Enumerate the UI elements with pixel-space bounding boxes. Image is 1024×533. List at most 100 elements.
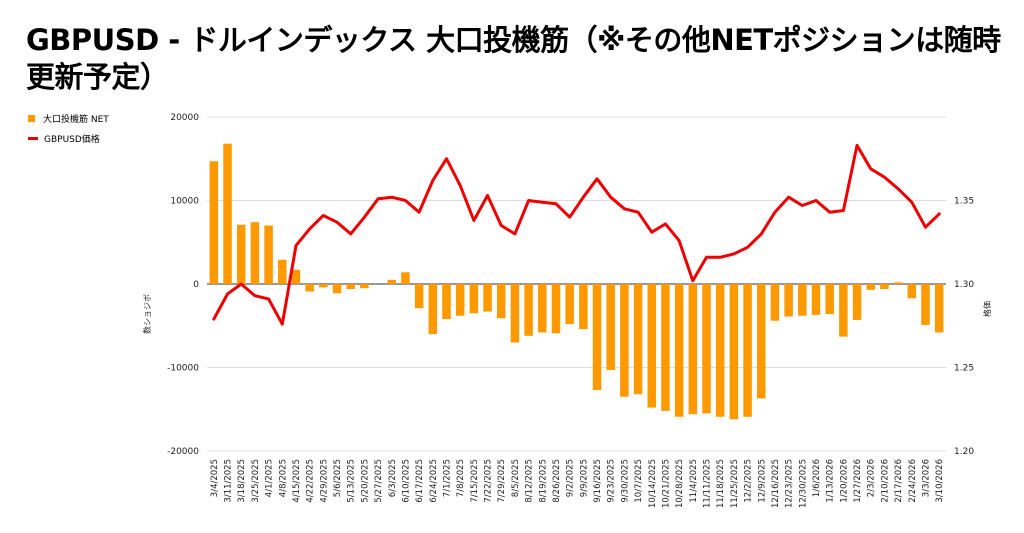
x-tick-label: 10/14/2025 [648,459,658,508]
bar [223,143,232,284]
bar [469,284,479,314]
x-tick-label: 7/22/2025 [484,459,494,503]
y-axis-title: 数ショジボ [142,294,152,334]
bar [332,284,342,294]
x-tick-label: 7/1/2025 [442,459,452,497]
bar [278,259,287,284]
bar [360,284,369,289]
bar [305,284,314,292]
legend-bar-swatch [28,114,35,122]
x-tick-label: 3/11/2025 [224,459,234,503]
bar [661,284,670,411]
x-tick-label: 4/8/2025 [278,459,288,497]
x-tick-label: 4/22/2025 [306,459,316,503]
x-tick-label: 12/16/2025 [771,459,781,508]
x-tick-label: 4/15/2025 [292,459,302,503]
bar [674,284,684,417]
bar [729,284,739,420]
bar [565,284,574,325]
x-tick-label: 12/23/2025 [785,459,795,508]
x-tick-label: 1/13/2026 [826,459,836,503]
x-tick-label: 1/6/2026 [812,459,822,497]
x-tick-label: 1/20/2026 [839,459,849,503]
bar [620,284,629,397]
bar [647,284,657,408]
bar [346,284,355,290]
x-tick-label: 2/10/2026 [880,459,890,503]
bar [743,284,752,417]
x-tick-label: 8/26/2025 [552,459,562,503]
bar [428,284,438,335]
y2-tick-label: 1.25 [954,364,974,374]
x-tick-label: 3/10/2026 [935,459,945,503]
x-tick-label: 9/9/2025 [579,459,589,497]
bar [880,284,889,290]
x-tick-label: 11/18/2025 [716,459,726,508]
x-tick-label: 10/28/2025 [675,459,685,508]
x-tick-label: 9/16/2025 [593,459,603,503]
bar [825,284,834,315]
legend-label-net: 大口投機筋 NET [43,114,109,125]
x-tick-label: 5/13/2025 [347,459,357,503]
y-tick-label: -20000 [167,447,199,457]
bar [633,284,643,395]
legend: 大口投機筋 NET GBPUSD価格 [28,111,109,151]
legend-item-price: GBPUSD価格 [28,131,109,145]
bar [579,284,588,330]
y2-tick-label: 1.30 [954,280,974,290]
x-tick-label: 12/2/2025 [744,459,754,503]
bar [688,284,698,415]
bar [907,284,917,299]
x-tick-label: 6/17/2025 [415,459,425,503]
y2-tick-label: 1.35 [954,197,974,207]
y-tick-label: 0 [193,280,199,290]
bar [893,282,903,284]
bar [921,284,930,325]
x-tick-label: 5/6/2025 [333,459,343,497]
bar [524,284,533,336]
bar [510,284,520,343]
x-tick-label: 1/27/2026 [853,459,863,503]
x-tick-label: 8/5/2025 [511,459,521,497]
bar [496,284,506,319]
bar [483,284,492,312]
y-tick-label: 10000 [170,197,199,207]
x-tick-label: 3/18/2025 [237,459,247,503]
x-tick-label: 7/15/2025 [470,459,480,503]
bar [209,161,219,284]
price-line [212,143,941,326]
bar [236,224,246,284]
x-tick-label: 2/3/2026 [867,459,877,497]
bar [387,279,396,284]
x-tick-label: 9/30/2025 [620,459,630,503]
bar [934,284,944,333]
bar [770,284,780,321]
bar [250,222,260,284]
bar [551,284,561,334]
x-tick-label: 2/17/2026 [894,459,904,503]
x-tick-label: 12/9/2025 [757,459,767,503]
x-tick-label: 5/27/2025 [374,459,384,503]
y2-tick-label: 1.20 [954,447,974,457]
bar [715,284,725,417]
x-tick-label: 7/29/2025 [497,459,507,503]
x-tick-label: 10/21/2025 [661,459,671,508]
bar [866,284,875,290]
bar [538,284,547,333]
chart-title: GBPUSD - ドルインデックス 大口投機筋（※その他NETポジションは随時更… [26,23,1001,94]
x-tick-label: 5/20/2025 [360,459,370,503]
x-tick-label: 3/3/2026 [921,459,931,497]
x-tick-label: 6/3/2025 [388,459,398,497]
x-tick-label: 4/1/2025 [265,459,275,497]
x-tick-label: 9/23/2025 [607,459,617,503]
bar [442,284,451,320]
x-tick-label: 11/11/2025 [703,459,713,508]
x-tick-label: 10/7/2025 [634,459,644,503]
x-tick-label: 3/25/2025 [251,459,261,503]
y-tick-label: -10000 [167,364,199,374]
y2-axis-title: 格価 [982,301,992,317]
x-tick-label: 12/30/2025 [798,459,808,508]
legend-line-swatch [28,136,38,140]
legend-label-price: GBPUSD価格 [44,134,100,145]
